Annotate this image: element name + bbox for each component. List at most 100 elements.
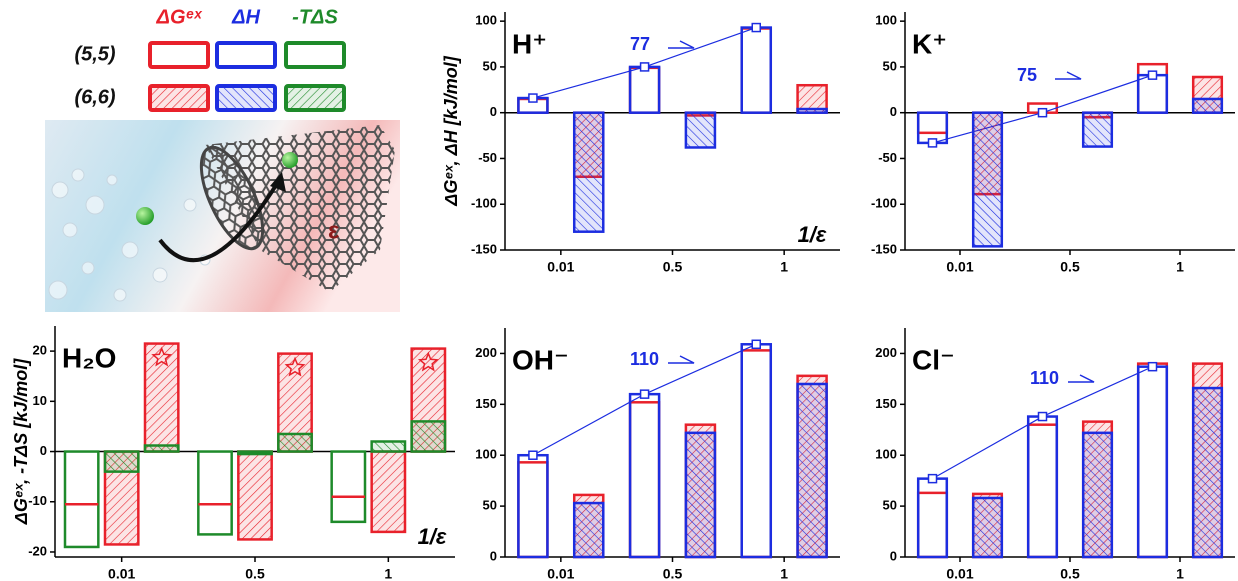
x-axis-label: 1/ε (418, 524, 447, 549)
bar (918, 493, 947, 557)
trend-marker (929, 139, 937, 147)
x-tick-label: 0.5 (663, 566, 683, 581)
y-tick-label: 100 (875, 13, 897, 28)
legend-swatch (150, 43, 208, 67)
x-tick-label: 0.5 (1060, 566, 1080, 581)
bar (574, 503, 603, 557)
bar (742, 344, 771, 557)
trend-marker (1039, 109, 1047, 117)
legend-header: ΔGᵉˣ (156, 6, 203, 28)
x-tick-label: 0.5 (663, 259, 683, 275)
bar (973, 113, 1002, 247)
x-tick-label: 0.01 (108, 566, 135, 581)
trend-marker (641, 390, 649, 398)
legend-swatch (286, 43, 344, 67)
bar (145, 446, 178, 452)
bar (412, 421, 445, 451)
panel-title: H₂O (62, 342, 116, 373)
trend-marker (1149, 363, 1157, 371)
bar (918, 113, 947, 133)
y-tick-label: 20 (33, 343, 47, 358)
bar (630, 402, 659, 557)
trend-marker (641, 63, 649, 71)
y-tick-label: 0 (40, 443, 47, 458)
slope-annotation: 110 (630, 349, 659, 369)
y-tick-label: -100 (871, 196, 897, 211)
x-tick-label: 1 (1176, 566, 1184, 581)
legend-header: -TΔS (292, 6, 338, 28)
bar (1083, 433, 1112, 557)
x-tick-label: 0.01 (946, 566, 973, 581)
bar (145, 344, 178, 452)
bar (1028, 417, 1057, 557)
bar (198, 452, 231, 535)
epsilon-label: ε (328, 217, 339, 244)
bar (630, 67, 659, 113)
legend-swatch (217, 86, 275, 110)
bar (973, 498, 1002, 557)
y-tick-label: 0 (890, 104, 897, 119)
y-tick-label: 200 (475, 345, 497, 360)
y-tick-label: 100 (475, 13, 497, 28)
bar (65, 452, 98, 547)
bar (518, 455, 547, 557)
illustration: ε (45, 120, 400, 312)
bar (372, 442, 405, 452)
x-tick-label: 1 (384, 566, 392, 581)
y-tick-label: 50 (483, 498, 497, 513)
bar (238, 452, 271, 455)
slope-annotation: 75 (1017, 65, 1037, 85)
figure: ε ΔGᵉˣΔH-TΔS(5,5)(6,6)-150-100-500501000… (0, 0, 1238, 581)
bar (1083, 113, 1112, 147)
slope-arrow (668, 356, 694, 363)
panel-title: Cl⁻ (912, 344, 955, 375)
bar (742, 28, 771, 112)
y-axis-label: ΔGᵉˣ, ΔH [kJ/mol] (441, 55, 461, 207)
bar (1138, 364, 1167, 557)
bar (918, 479, 947, 557)
bar (105, 452, 138, 472)
y-tick-label: 50 (483, 58, 497, 73)
panel-title: H⁺ (512, 28, 547, 59)
bar (1028, 425, 1057, 557)
x-tick-label: 1 (1176, 259, 1184, 275)
y-tick-label: 100 (875, 447, 897, 462)
y-tick-label: -50 (478, 150, 497, 165)
bar (742, 28, 771, 113)
y-tick-label: 200 (875, 345, 897, 360)
slope-arrow (668, 41, 694, 48)
legend-row-label: (6,6) (74, 86, 115, 108)
trend-marker (752, 340, 760, 348)
bar (574, 113, 603, 232)
x-axis-label: 1/ε (798, 222, 827, 247)
bar (630, 394, 659, 557)
legend-swatch (217, 43, 275, 67)
bar (372, 452, 405, 532)
panel: -150-100-500501000.010.5175K⁺ (871, 12, 1235, 275)
legend-row-label: (5,5) (74, 43, 115, 65)
x-tick-label: 0.01 (946, 259, 973, 275)
slope-arrow (1055, 72, 1081, 79)
slope-annotation: 110 (1030, 368, 1059, 388)
trend-marker (752, 24, 760, 32)
bar (278, 434, 311, 452)
y-tick-label: -20 (28, 543, 47, 558)
y-tick-label: -150 (871, 241, 897, 256)
bar (518, 462, 547, 557)
slope-arrow (1068, 375, 1094, 382)
y-tick-label: 150 (475, 396, 497, 411)
y-tick-label: 0 (490, 104, 497, 119)
legend-swatch (150, 86, 208, 110)
bar (332, 452, 365, 522)
ion (282, 152, 298, 168)
bar (798, 384, 827, 557)
y-tick-label: 10 (33, 393, 47, 408)
trend-marker (929, 475, 937, 483)
bar (742, 350, 771, 557)
y-tick-label: -150 (471, 241, 497, 256)
bar (1138, 75, 1167, 113)
x-tick-label: 0.01 (547, 566, 574, 581)
bar (686, 113, 715, 148)
